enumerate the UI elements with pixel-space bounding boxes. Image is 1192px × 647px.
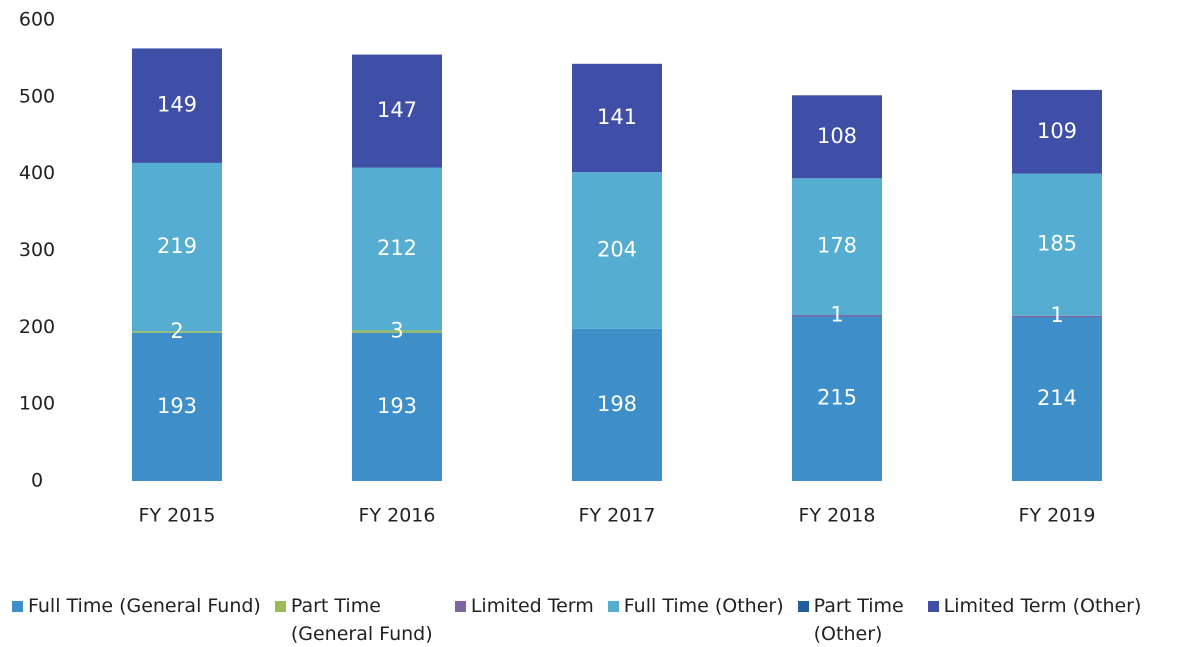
data-label: 147 bbox=[377, 98, 417, 122]
data-label: 109 bbox=[1037, 119, 1077, 143]
legend-item: Limited Term (Other) bbox=[927, 592, 1142, 647]
bar-segment bbox=[792, 178, 882, 316]
legend-item: Part Time (Other) bbox=[797, 592, 914, 647]
bar-segment bbox=[1012, 315, 1102, 318]
x-tick-label: FY 2019 bbox=[1019, 505, 1096, 527]
data-label: 149 bbox=[157, 93, 197, 117]
bar-segment bbox=[792, 315, 882, 481]
legend-label: Full Time (General Fund) bbox=[28, 595, 261, 617]
bar-segment bbox=[572, 328, 662, 481]
bar-segment bbox=[572, 63, 662, 173]
bar-segment bbox=[792, 95, 882, 179]
bar-segment bbox=[1012, 173, 1102, 316]
legend-swatch bbox=[797, 601, 809, 612]
data-label: 178 bbox=[817, 234, 857, 258]
data-label: 193 bbox=[157, 394, 197, 418]
legend-label: Part Time (Other) bbox=[813, 595, 904, 645]
y-tick-label: 400 bbox=[19, 162, 55, 184]
y-tick-label: 200 bbox=[19, 316, 55, 338]
data-label: 1 bbox=[1050, 303, 1063, 327]
x-tick-label: FY 2016 bbox=[359, 505, 436, 527]
legend-item: Limited Term bbox=[454, 592, 594, 647]
legend-swatch bbox=[274, 601, 286, 612]
legend-item: Full Time (General Fund) bbox=[12, 592, 261, 647]
data-label: 185 bbox=[1037, 232, 1077, 256]
data-label: 3 bbox=[390, 319, 403, 343]
data-label: 141 bbox=[597, 105, 637, 129]
data-label: 215 bbox=[817, 385, 857, 409]
y-tick-label: 600 bbox=[19, 9, 55, 31]
y-tick-label: 100 bbox=[19, 393, 55, 415]
legend-swatch bbox=[607, 601, 619, 612]
bar-segment bbox=[132, 331, 222, 333]
data-label: 108 bbox=[817, 124, 857, 148]
data-label: 2 bbox=[170, 319, 183, 343]
data-label: 219 bbox=[157, 234, 197, 258]
legend-label: Limited Term bbox=[470, 595, 594, 617]
bar-segment bbox=[352, 330, 442, 333]
data-label: 193 bbox=[377, 394, 417, 418]
legend: Full Time (General Fund) Part Time (Gener… bbox=[12, 592, 1192, 647]
x-tick-label: FY 2018 bbox=[799, 505, 876, 527]
data-label: 212 bbox=[377, 236, 417, 260]
data-label: 198 bbox=[597, 392, 637, 416]
legend-item: Part Time (General Fund) bbox=[274, 592, 441, 647]
bar-segment bbox=[132, 332, 222, 481]
data-label: 214 bbox=[1037, 386, 1077, 410]
chart: 0 100 200 300 400 500 600 193 2 219 149 FY 2015 193 3… bbox=[19, 9, 1102, 527]
legend-swatch bbox=[12, 601, 23, 612]
bar-segment bbox=[132, 162, 222, 332]
legend-swatch bbox=[927, 601, 939, 612]
bar-segment bbox=[1012, 89, 1102, 174]
x-tick-label: FY 2015 bbox=[139, 505, 216, 527]
legend-swatch bbox=[454, 601, 466, 612]
bar-segment bbox=[1012, 316, 1102, 481]
bar-segment bbox=[132, 48, 222, 163]
legend-item: Full Time (Other) bbox=[607, 592, 784, 647]
bar-segment bbox=[572, 172, 662, 329]
bar-segment bbox=[352, 54, 442, 168]
data-label: 204 bbox=[597, 238, 637, 262]
y-tick-label: 500 bbox=[19, 85, 55, 107]
legend-label: Limited Term (Other) bbox=[943, 595, 1142, 617]
legend-label: Part Time (General Fund) bbox=[290, 595, 433, 645]
bar-segment bbox=[792, 315, 882, 317]
y-tick-label: 0 bbox=[31, 470, 43, 492]
bar-segment bbox=[352, 167, 442, 331]
data-label: 1 bbox=[830, 302, 843, 326]
bar-segment bbox=[352, 332, 442, 481]
y-tick-label: 300 bbox=[19, 239, 55, 261]
legend-label: Full Time (Other) bbox=[623, 595, 784, 617]
x-tick-label: FY 2017 bbox=[579, 505, 656, 527]
